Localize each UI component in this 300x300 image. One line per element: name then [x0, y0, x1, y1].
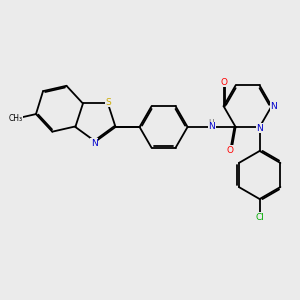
Text: O: O: [226, 146, 233, 155]
Text: CH₃: CH₃: [8, 114, 22, 123]
Text: Cl: Cl: [255, 213, 264, 222]
Text: N: N: [91, 139, 98, 148]
Text: H: H: [209, 119, 214, 128]
Text: N: N: [208, 122, 215, 131]
Text: S: S: [106, 98, 111, 106]
Text: N: N: [270, 102, 277, 111]
Text: N: N: [256, 124, 263, 133]
Text: O: O: [220, 78, 227, 87]
